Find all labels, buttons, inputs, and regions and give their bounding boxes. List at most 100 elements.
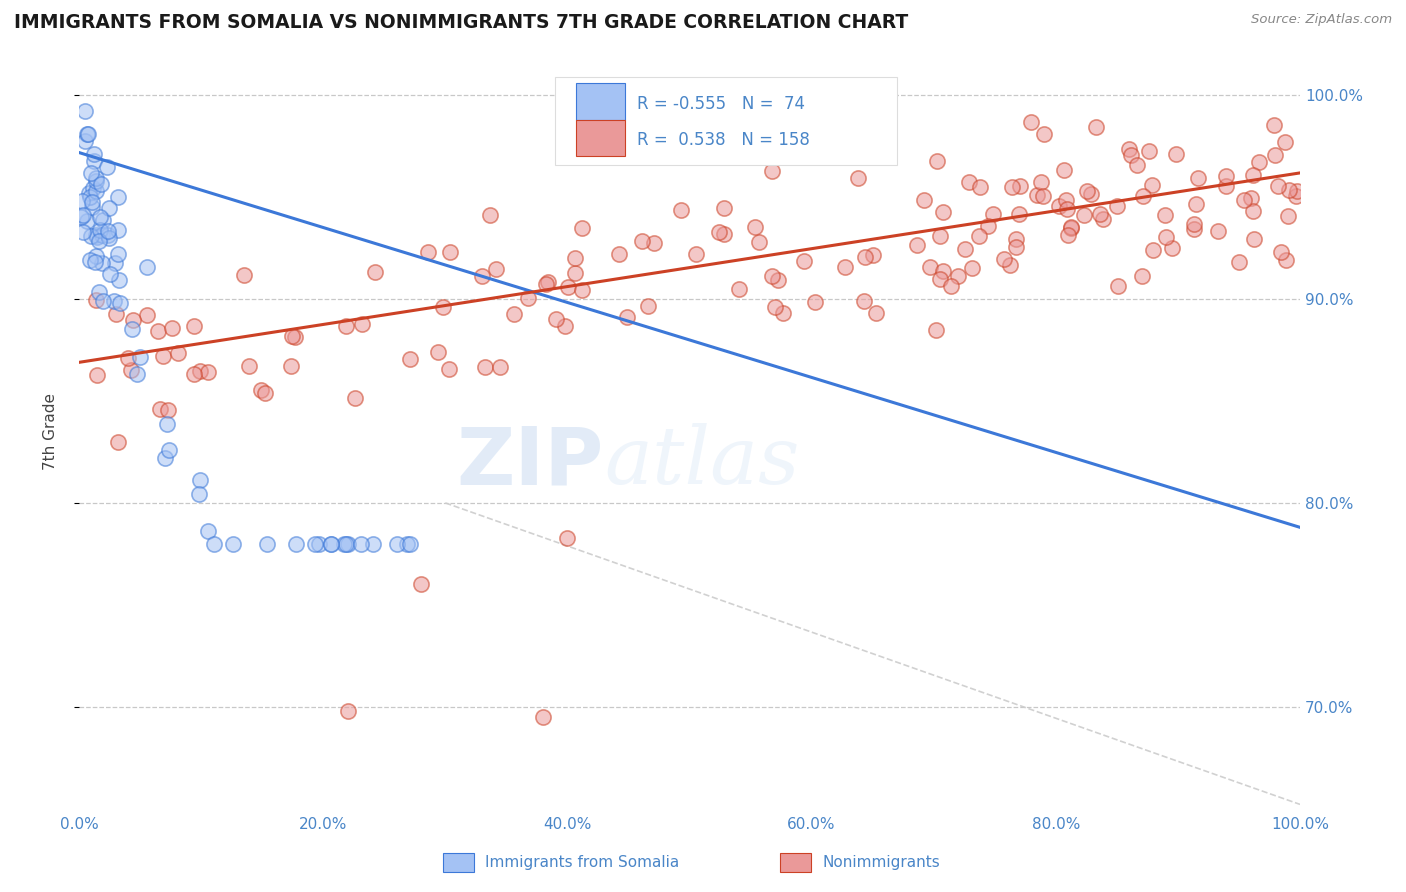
- Point: [146, 324, 169, 338]
- Point: [188, 487, 211, 501]
- Point: [86, 230, 108, 244]
- Text: Nonimmigrants: Nonimmigrants: [823, 855, 941, 870]
- Point: [1132, 188, 1154, 202]
- Point: [96, 161, 118, 175]
- Point: [1005, 232, 1028, 246]
- Point: [534, 277, 557, 291]
- Point: [238, 359, 260, 373]
- Point: [1025, 188, 1047, 202]
- Point: [1047, 199, 1070, 213]
- Point: [409, 577, 432, 591]
- Point: [607, 247, 630, 261]
- Point: [103, 293, 125, 308]
- Point: [793, 254, 815, 268]
- Point: [90, 177, 112, 191]
- Point: [155, 451, 177, 466]
- Point: [1088, 207, 1111, 221]
- Point: [1121, 148, 1143, 162]
- Point: [84, 174, 107, 188]
- Point: [1278, 183, 1301, 197]
- Point: [93, 213, 115, 227]
- FancyBboxPatch shape: [555, 78, 897, 165]
- Point: [1182, 217, 1205, 231]
- Text: ZIP: ZIP: [457, 423, 605, 501]
- Point: [125, 368, 148, 382]
- Point: [852, 293, 875, 308]
- Point: [1142, 243, 1164, 257]
- Point: [557, 531, 579, 545]
- Point: [998, 258, 1021, 272]
- Point: [1021, 115, 1043, 129]
- Point: [75, 103, 97, 118]
- Point: [1215, 178, 1237, 193]
- Point: [637, 299, 659, 313]
- Point: [761, 268, 783, 283]
- Point: [1054, 193, 1077, 207]
- Text: atlas: atlas: [605, 424, 800, 500]
- Point: [948, 269, 970, 284]
- Point: [1105, 199, 1128, 213]
- Point: [1247, 155, 1270, 169]
- Point: [104, 255, 127, 269]
- Point: [98, 201, 121, 215]
- Point: [920, 260, 942, 275]
- Point: [1240, 191, 1263, 205]
- Point: [1032, 188, 1054, 202]
- Point: [1233, 193, 1256, 207]
- Point: [432, 300, 454, 314]
- Point: [136, 308, 159, 322]
- Point: [86, 249, 108, 263]
- Point: [1243, 204, 1265, 219]
- Point: [77, 186, 100, 200]
- Point: [1130, 268, 1153, 283]
- Point: [84, 254, 107, 268]
- Point: [925, 153, 948, 168]
- Point: [280, 359, 302, 374]
- Point: [426, 344, 449, 359]
- Point: [308, 536, 330, 550]
- Point: [967, 228, 990, 243]
- Point: [1274, 135, 1296, 149]
- Point: [1185, 196, 1208, 211]
- Point: [80, 228, 103, 243]
- Point: [1243, 232, 1265, 246]
- Point: [969, 180, 991, 194]
- Point: [957, 175, 980, 189]
- Point: [121, 322, 143, 336]
- Point: [905, 238, 928, 252]
- Point: [335, 318, 357, 333]
- Point: [364, 265, 387, 279]
- Point: [97, 230, 120, 244]
- Point: [91, 256, 114, 270]
- Point: [439, 245, 461, 260]
- Point: [333, 536, 356, 550]
- Point: [1187, 170, 1209, 185]
- Text: IMMIGRANTS FROM SOMALIA VS NONIMMIGRANTS 7TH GRADE CORRELATION CHART: IMMIGRANTS FROM SOMALIA VS NONIMMIGRANTS…: [14, 13, 908, 32]
- Point: [107, 223, 129, 237]
- Point: [197, 365, 219, 379]
- Point: [129, 350, 152, 364]
- Point: [748, 235, 770, 249]
- Point: [865, 306, 887, 320]
- Point: [953, 242, 976, 256]
- Point: [1241, 169, 1264, 183]
- Point: [761, 164, 783, 178]
- Point: [564, 266, 586, 280]
- Point: [1076, 185, 1098, 199]
- Point: [108, 296, 131, 310]
- Point: [399, 352, 422, 367]
- Point: [107, 247, 129, 261]
- Point: [188, 364, 211, 378]
- Point: [474, 360, 496, 375]
- Point: [763, 301, 786, 315]
- Point: [517, 291, 540, 305]
- Point: [1277, 210, 1299, 224]
- Point: [72, 225, 94, 239]
- Point: [396, 536, 419, 550]
- Point: [928, 229, 950, 244]
- Point: [84, 185, 107, 199]
- Point: [993, 252, 1015, 267]
- Point: [157, 403, 180, 417]
- Point: [1085, 120, 1108, 135]
- Point: [932, 205, 955, 219]
